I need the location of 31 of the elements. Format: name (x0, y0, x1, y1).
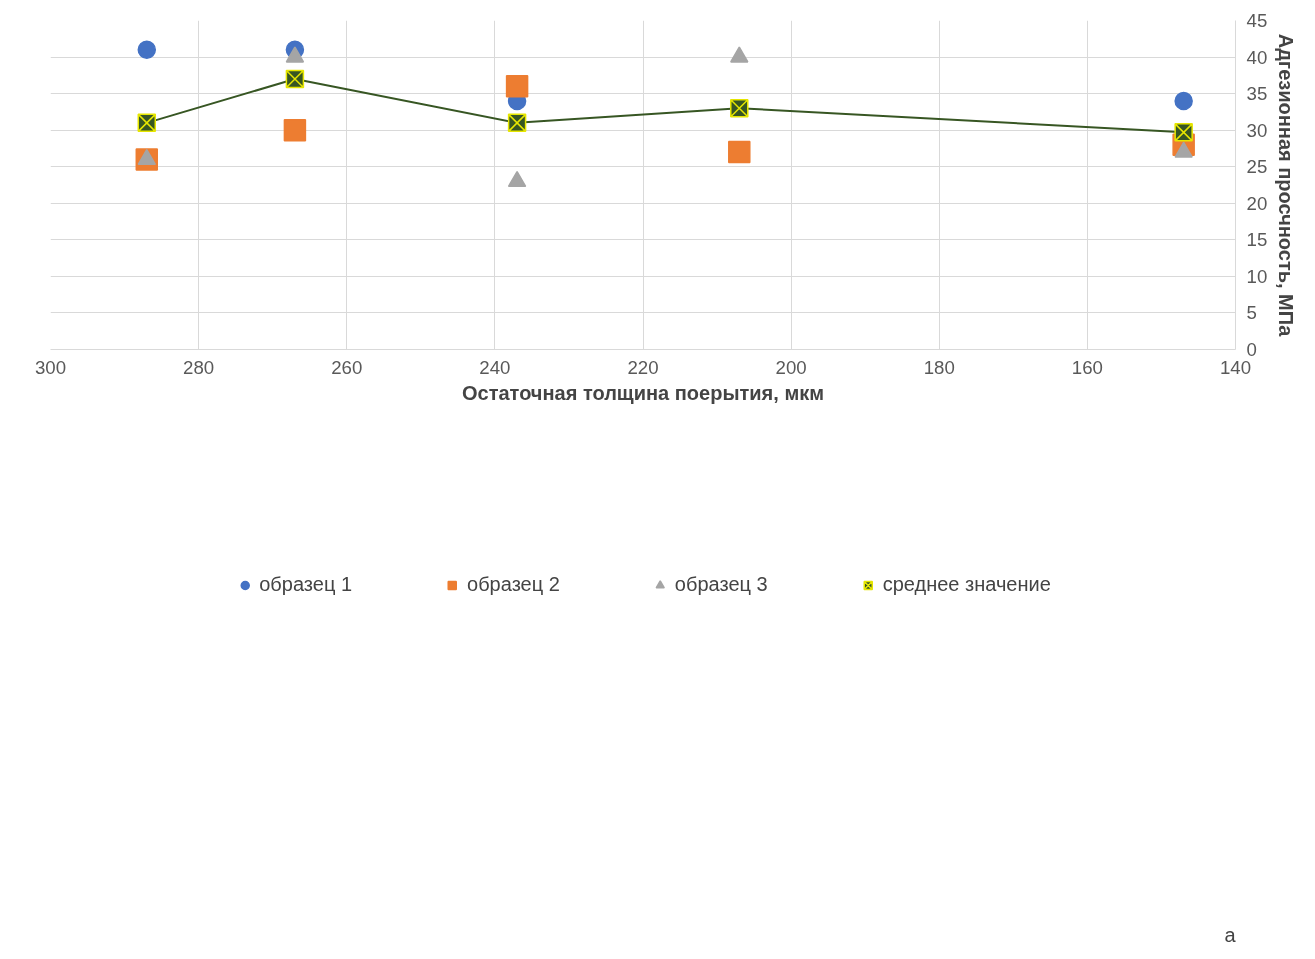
point (505, 75, 529, 98)
y-tick-label: 30 (1246, 119, 1268, 141)
x-tick-label: 220 (627, 356, 659, 378)
point (730, 98, 749, 118)
text: а (1224, 923, 1237, 946)
y-tick-label: 10 (1246, 265, 1268, 287)
legend-label: среднее значение (882, 573, 1051, 597)
y-tick-label: 5 (1246, 302, 1257, 324)
x-tick-label: 200 (775, 356, 807, 378)
legend-label: образец 3 (674, 573, 768, 597)
x-tick-label: 160 (1071, 356, 1103, 378)
y-tick-label: 45 (1246, 10, 1268, 31)
y-tick-label: 25 (1246, 156, 1268, 178)
point (728, 140, 751, 164)
x-tick-label: 260 (331, 356, 363, 378)
legend-label: образец 1 (259, 573, 353, 597)
point (283, 118, 307, 142)
x-tick-label: 180 (923, 356, 955, 378)
y-tick-label: 40 (1246, 46, 1268, 68)
point (1174, 123, 1193, 142)
x-tick-label: 240 (479, 356, 511, 378)
y-tick-label: 20 (1246, 192, 1268, 214)
point (137, 40, 157, 59)
y-tick-label: 35 (1246, 83, 1268, 105)
x-tick-label: 280 (183, 356, 215, 378)
x-tick-label: 300 (34, 356, 67, 378)
legend-label: образец 2 (467, 573, 560, 597)
y-axis-title: Адгезионная просчность, МПа (1275, 33, 1298, 338)
point (1174, 91, 1193, 111)
x-axis-title: Остаточная толщина поерытия, мкм (462, 381, 824, 404)
y-tick-label: 15 (1246, 229, 1268, 251)
